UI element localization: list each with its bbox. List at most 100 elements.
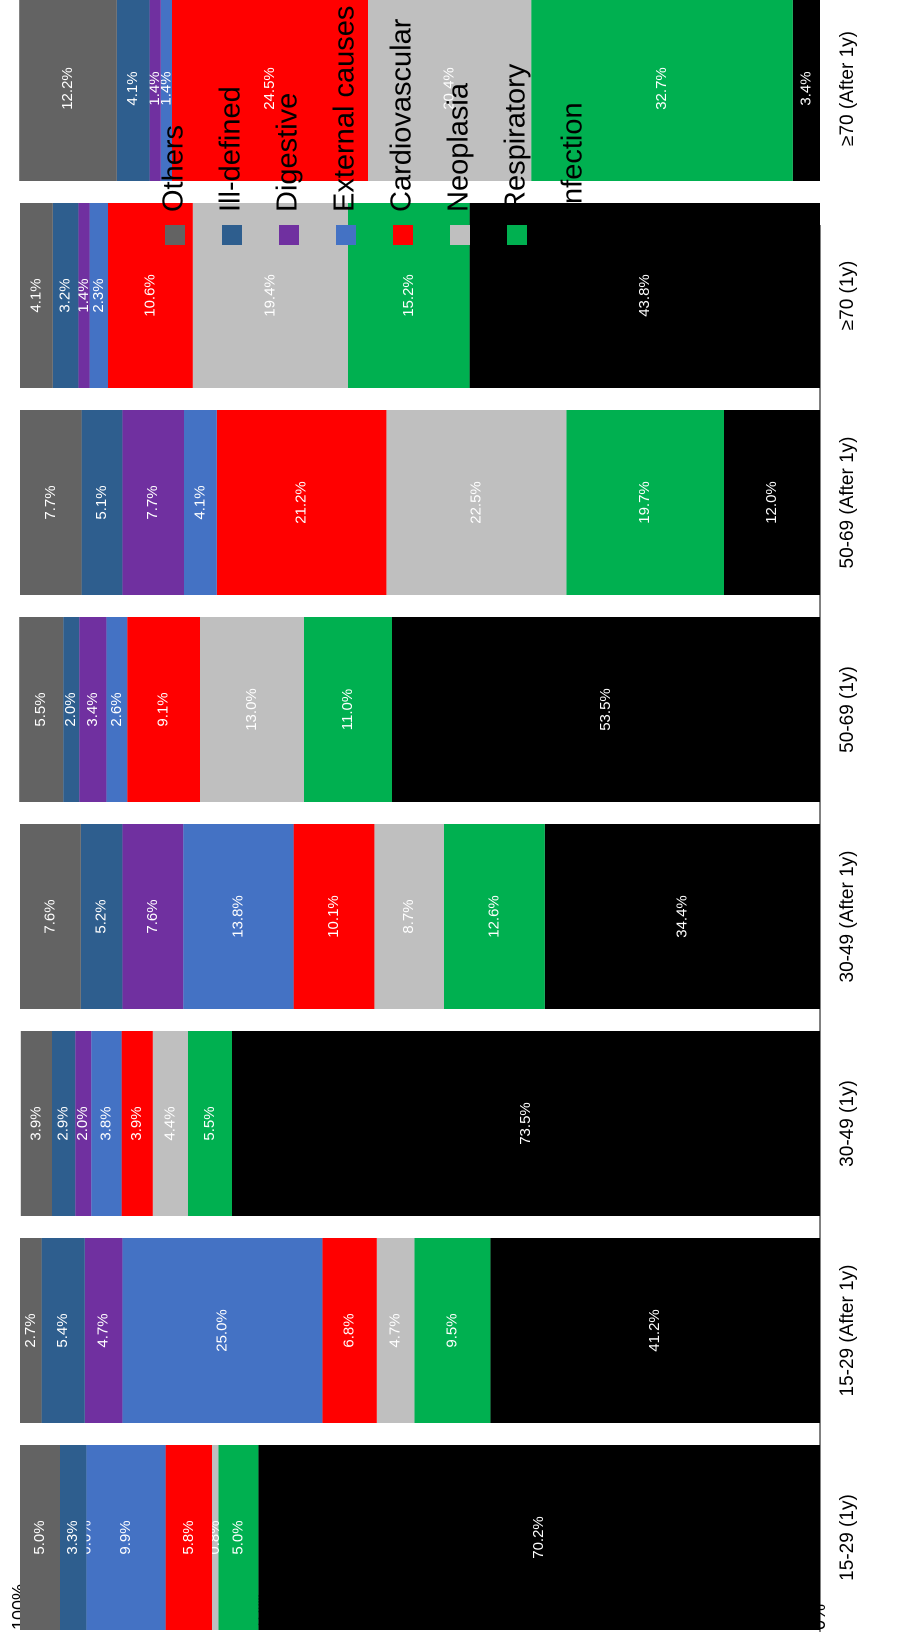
bar-segment: [212, 1445, 219, 1630]
bar-segment: [78, 203, 90, 388]
bar-segment: [216, 410, 387, 595]
bar-segment: [122, 824, 184, 1009]
bar-segment: [41, 1238, 85, 1423]
bar-segment: [79, 617, 107, 802]
bar-segment: [322, 1238, 377, 1423]
legend-swatch: [222, 225, 242, 245]
bar-segment: [20, 203, 53, 388]
category-label: 30-49 (After 1y): [837, 851, 858, 983]
bar-segment: [376, 1238, 415, 1423]
legend-swatch: [564, 225, 584, 245]
legend-label: Neoplasia: [443, 82, 475, 212]
data-label: 6.8%: [341, 1313, 358, 1347]
bar-segment: [304, 617, 392, 802]
data-label: 5.0%: [229, 1520, 246, 1554]
data-label: 2.9%: [55, 1106, 72, 1140]
bar-segment: [218, 1445, 259, 1630]
data-label: 13.8%: [229, 895, 246, 938]
bar-segment: [414, 1238, 491, 1423]
bar-segment: [122, 1238, 323, 1423]
data-label: 12.6%: [485, 895, 502, 938]
legend-swatch: [336, 225, 356, 245]
legend-swatch: [279, 225, 299, 245]
data-label: 4.1%: [191, 485, 208, 519]
bar-segment: [20, 1445, 60, 1630]
data-label: 10.6%: [141, 274, 158, 317]
data-label: 8.7%: [400, 899, 417, 933]
category-label: 50-69 (After 1y): [837, 437, 858, 569]
data-label: 7.6%: [41, 899, 58, 933]
data-label: 3.2%: [57, 278, 74, 312]
data-label: 73.5%: [517, 1102, 534, 1145]
data-label: 7.6%: [144, 899, 161, 933]
bar-segment: [75, 1031, 92, 1216]
data-label: 1.4%: [146, 71, 163, 105]
bar-stack: 53.5% 11.0% 13.0% 9.1% 2.6% 3.4% 2.0% 5.5%: [19, 617, 820, 802]
bar-stack: 34.4% 12.6% 8.7% 10.1% 13.8% 7.6% 5.2% 7.6%: [20, 824, 820, 1009]
data-label: 34.4%: [673, 895, 690, 938]
legend-label: Others: [158, 125, 190, 212]
bar-segment: [20, 1238, 42, 1423]
bar-stack: 3.4% 32.7% 20.4% 24.5% 1.4%1.4% 4.1% 12.2%: [19, 0, 820, 181]
legend-swatch: [507, 225, 527, 245]
data-label: 4.1%: [124, 71, 141, 105]
category-label: ≥70 (After 1y): [837, 31, 858, 146]
bar-segment: [724, 410, 820, 595]
legend-item: Ill-defined: [215, 86, 247, 245]
bar-segment: [121, 1031, 153, 1216]
data-label: 5.5%: [201, 1106, 218, 1140]
bar-segment: [792, 0, 820, 181]
data-label: 9.5%: [443, 1313, 460, 1347]
bar-segment: [86, 1445, 166, 1630]
data-label: 24.5%: [261, 67, 278, 110]
data-label: 4.4%: [161, 1106, 178, 1140]
data-label: 4.1%: [27, 278, 44, 312]
plot-area: 0%10%20%30%40%50%60%70%80%90%100%70.2%5.…: [9, 0, 858, 1632]
data-label: 5.8%: [180, 1520, 197, 1554]
data-label: 5.5%: [32, 692, 49, 726]
bar-segment: [160, 0, 172, 181]
data-label: 32.7%: [653, 67, 670, 110]
data-label: 1.4%: [75, 278, 92, 312]
bar-segment: [469, 203, 820, 388]
bar-segment: [232, 1031, 820, 1216]
bar-segment: [165, 1445, 212, 1630]
bar-segment: [183, 824, 294, 1009]
data-label: 12.0%: [763, 481, 780, 524]
data-label: 2.0%: [74, 1106, 91, 1140]
data-label: 3.4%: [84, 692, 101, 726]
bar-segment: [531, 0, 793, 181]
bar-segment: [84, 1238, 123, 1423]
legend-label: Cardiovascular: [386, 18, 418, 212]
legend-item: Infection: [557, 102, 589, 245]
legend-label: Respiratory: [500, 63, 532, 212]
bar-segment: [172, 0, 368, 181]
bar-segment: [20, 410, 82, 595]
data-label: 4.7%: [387, 1313, 404, 1347]
bar-segment: [91, 1031, 122, 1216]
data-label: 1.4%: [157, 71, 174, 105]
bar-segment: [19, 617, 64, 802]
category-label: 15-29 (After 1y): [837, 1265, 858, 1397]
data-label: 22.5%: [467, 481, 484, 524]
data-label: 12.2%: [59, 67, 76, 110]
legend-item: Others: [158, 125, 190, 245]
data-label: 20.4%: [441, 67, 458, 110]
bar-segment: [60, 1445, 87, 1630]
category-label: 30-49 (1y): [837, 1080, 858, 1167]
data-label: 10.1%: [325, 895, 342, 938]
data-label: 3.4%: [797, 71, 814, 105]
data-label: 4.7%: [95, 1313, 112, 1347]
data-label: 2.0%: [62, 692, 79, 726]
bar-segment: [81, 410, 123, 595]
bar-segment: [386, 410, 567, 595]
bar-segment: [293, 824, 375, 1009]
bar-segment: [80, 824, 123, 1009]
legend-swatch: [393, 225, 413, 245]
legend-item: External causes: [329, 6, 361, 245]
bar-stack: 41.2% 9.5% 4.7% 6.8% 25.0% 4.7% 5.4% 2.7%: [20, 1238, 820, 1423]
category-label: 50-69 (1y): [837, 666, 858, 753]
category-label: ≥70 (1y): [837, 261, 858, 331]
data-label: 15.2%: [400, 274, 417, 317]
legend-item: Cardiovascular: [386, 18, 418, 245]
